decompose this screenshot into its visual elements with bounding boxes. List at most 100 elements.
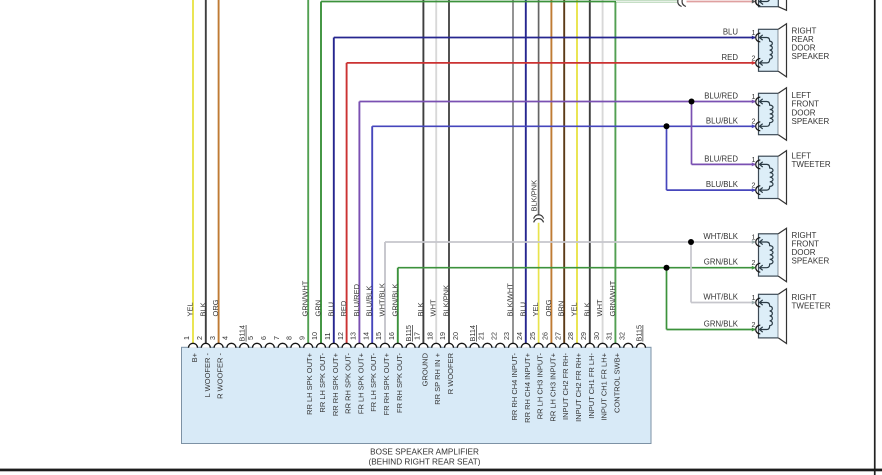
svg-text:1: 1 xyxy=(182,336,191,340)
svg-text:RR RH CH4 INPUT-: RR RH CH4 INPUT- xyxy=(510,353,519,421)
svg-text:RR LH SPK OUT+: RR LH SPK OUT+ xyxy=(305,352,314,415)
svg-text:1: 1 xyxy=(752,92,756,101)
svg-text:REAR: REAR xyxy=(792,35,814,44)
svg-text:6: 6 xyxy=(259,336,268,340)
svg-text:YEL: YEL xyxy=(570,302,579,316)
svg-text:24: 24 xyxy=(515,332,524,340)
svg-text:30: 30 xyxy=(592,332,601,340)
svg-text:YEL: YEL xyxy=(186,302,195,316)
svg-text:B114: B114 xyxy=(468,325,477,342)
svg-text:FRONT: FRONT xyxy=(792,240,820,249)
svg-text:2: 2 xyxy=(195,336,204,340)
svg-text:LEFT: LEFT xyxy=(792,91,812,100)
svg-text:BLK/WHT: BLK/WHT xyxy=(506,283,515,317)
svg-text:3: 3 xyxy=(208,336,217,340)
svg-text:WHT/BLK: WHT/BLK xyxy=(703,293,738,302)
svg-text:BLU: BLU xyxy=(723,28,739,37)
svg-text:20: 20 xyxy=(451,332,460,340)
svg-text:SPEAKER: SPEAKER xyxy=(792,117,830,126)
svg-text:GRN/WHT: GRN/WHT xyxy=(301,280,310,316)
svg-text:1: 1 xyxy=(752,28,756,37)
svg-text:B115: B115 xyxy=(635,325,644,342)
svg-text:13: 13 xyxy=(349,332,358,340)
svg-text:2: 2 xyxy=(752,181,756,190)
svg-text:BLU: BLU xyxy=(518,302,527,317)
svg-text:LEFT: LEFT xyxy=(792,151,812,160)
svg-text:RR LH SPK OUT-: RR LH SPK OUT- xyxy=(318,352,327,412)
svg-text:RIGHT: RIGHT xyxy=(792,293,817,302)
svg-text:TWEETER: TWEETER xyxy=(792,160,831,169)
svg-text:31: 31 xyxy=(605,332,614,340)
svg-text:GRN/BLK: GRN/BLK xyxy=(704,258,739,267)
svg-text:11: 11 xyxy=(323,333,332,340)
svg-text:WHT: WHT xyxy=(595,299,604,316)
svg-text:21: 21 xyxy=(477,332,486,340)
svg-text:RED: RED xyxy=(339,300,348,316)
svg-text:L WOOFER -: L WOOFER - xyxy=(203,353,212,398)
svg-text:RR RH SPK OUT-: RR RH SPK OUT- xyxy=(344,353,353,414)
svg-text:WHT/BLK: WHT/BLK xyxy=(378,283,387,316)
svg-text:RED: RED xyxy=(722,53,739,62)
svg-text:INPUT CH1 FR LH+: INPUT CH1 FR LH+ xyxy=(600,352,609,420)
svg-text:(BEHIND RIGHT REAR SEAT): (BEHIND RIGHT REAR SEAT) xyxy=(368,457,480,466)
svg-text:19: 19 xyxy=(438,332,447,340)
svg-text:2: 2 xyxy=(752,53,756,62)
svg-text:SPEAKER: SPEAKER xyxy=(792,257,830,266)
svg-text:B115: B115 xyxy=(404,325,413,342)
svg-text:BLK: BLK xyxy=(416,302,425,316)
svg-text:RR SP RH IN +: RR SP RH IN + xyxy=(433,352,442,404)
svg-text:9: 9 xyxy=(297,336,306,340)
svg-text:RR LH CH3 INPUT-: RR LH CH3 INPUT- xyxy=(536,353,545,420)
svg-text:INPUT CH2 FR RH-: INPUT CH2 FR RH- xyxy=(561,353,570,420)
svg-text:FR LH SPK OUT+: FR LH SPK OUT+ xyxy=(356,352,365,414)
svg-text:12: 12 xyxy=(336,332,345,340)
svg-text:27: 27 xyxy=(553,332,562,340)
svg-text:FRONT: FRONT xyxy=(792,100,820,109)
svg-text:RIGHT: RIGHT xyxy=(792,26,817,35)
svg-text:DOOR: DOOR xyxy=(792,248,816,257)
svg-text:BLK/PNK: BLK/PNK xyxy=(442,285,451,317)
svg-text:BRN: BRN xyxy=(557,301,566,317)
svg-text:5: 5 xyxy=(246,336,255,340)
svg-text:RR LH CH3 INPUT+: RR LH CH3 INPUT+ xyxy=(548,352,557,421)
svg-text:BLU/BLK: BLU/BLK xyxy=(706,180,739,189)
svg-text:BLU/BLK: BLU/BLK xyxy=(706,116,739,125)
svg-text:SPEAKER: SPEAKER xyxy=(792,52,830,61)
svg-text:18: 18 xyxy=(425,332,434,340)
svg-text:CONTROL SWB+: CONTROL SWB+ xyxy=(612,352,621,413)
svg-text:BLU/RED: BLU/RED xyxy=(352,283,361,316)
svg-text:RR RH CH4 INPUT+: RR RH CH4 INPUT+ xyxy=(523,352,532,422)
svg-text:1: 1 xyxy=(752,232,756,241)
svg-text:GRN/BLK: GRN/BLK xyxy=(704,320,739,329)
svg-text:1: 1 xyxy=(752,293,756,302)
svg-text:DOOR: DOOR xyxy=(792,44,816,53)
svg-text:B+: B+ xyxy=(190,352,199,362)
svg-text:23: 23 xyxy=(502,332,511,340)
svg-text:INPUT CH1 FR LH-: INPUT CH1 FR LH- xyxy=(587,352,596,418)
svg-text:GRN/BLK: GRN/BLK xyxy=(390,284,399,317)
svg-text:22: 22 xyxy=(489,332,498,340)
svg-text:BLU/RED: BLU/RED xyxy=(704,154,738,163)
svg-text:14: 14 xyxy=(361,332,370,340)
svg-text:INPUT CH2 FR RH+: INPUT CH2 FR RH+ xyxy=(574,352,583,421)
svg-text:1: 1 xyxy=(752,155,756,164)
svg-text:BLU/BLK: BLU/BLK xyxy=(365,286,374,317)
svg-text:FR RH SPK OUT+: FR RH SPK OUT+ xyxy=(382,352,391,415)
svg-text:16: 16 xyxy=(387,332,396,340)
svg-text:GRN/WHT: GRN/WHT xyxy=(608,280,617,316)
svg-text:R WOOFER: R WOOFER xyxy=(446,352,455,394)
svg-text:2: 2 xyxy=(752,117,756,126)
svg-text:YEL: YEL xyxy=(531,302,540,316)
svg-text:10: 10 xyxy=(310,332,319,340)
svg-text:B114: B114 xyxy=(238,325,247,342)
svg-text:BLU: BLU xyxy=(326,302,335,317)
svg-text:ORG: ORG xyxy=(544,299,553,316)
svg-text:GROUND: GROUND xyxy=(420,352,429,386)
svg-text:TWEETER: TWEETER xyxy=(792,301,831,310)
svg-text:WHT: WHT xyxy=(429,299,438,316)
svg-text:28: 28 xyxy=(566,332,575,340)
svg-text:4: 4 xyxy=(221,336,230,340)
svg-text:FR RH SPK OUT-: FR RH SPK OUT- xyxy=(395,353,404,414)
svg-text:RR RH SPK OUT+: RR RH SPK OUT+ xyxy=(331,352,340,416)
svg-text:BOSE SPEAKER AMPLIFIER: BOSE SPEAKER AMPLIFIER xyxy=(370,447,479,456)
